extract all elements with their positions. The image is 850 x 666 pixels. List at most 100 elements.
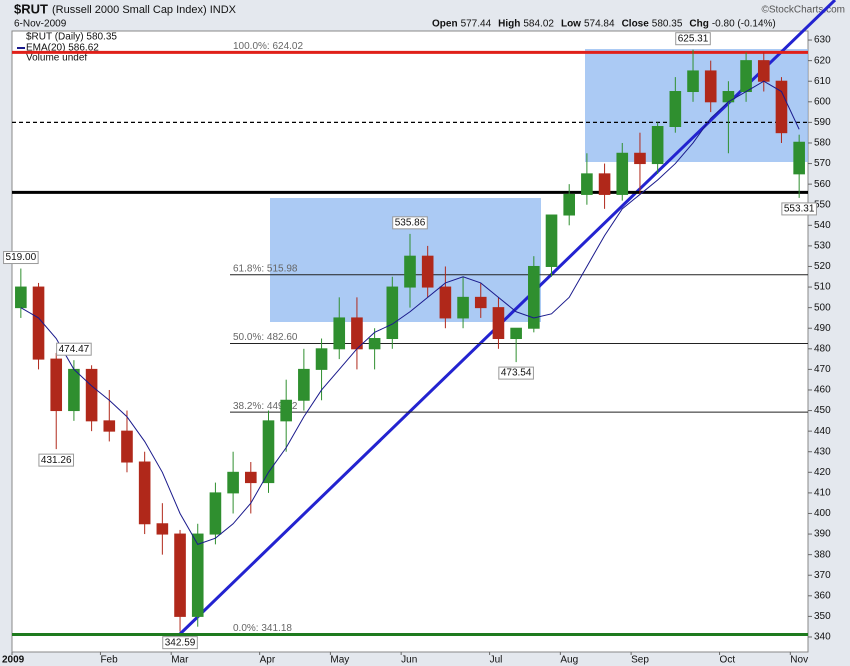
date: 6-Nov-2009 bbox=[14, 19, 67, 30]
candle-body bbox=[103, 420, 116, 432]
peak-label: 535.86 bbox=[395, 217, 426, 228]
y-tick-label: 590 bbox=[814, 117, 831, 128]
candle-body bbox=[581, 173, 593, 195]
peak-label: 553.31 bbox=[784, 204, 815, 215]
title: (Russell 2000 Small Cap Index) INDX bbox=[52, 4, 237, 16]
quote-label: Low bbox=[561, 19, 581, 30]
fib-label: 50.0%: 482.60 bbox=[233, 332, 298, 343]
quote-label: Close bbox=[622, 19, 650, 30]
y-tick-label: 500 bbox=[814, 302, 831, 313]
y-tick-label: 600 bbox=[814, 96, 831, 107]
peak-label: 431.26 bbox=[41, 455, 72, 466]
candle-body bbox=[298, 368, 310, 401]
candle-body bbox=[651, 126, 664, 165]
candle-body bbox=[474, 296, 487, 309]
quote-value: 577.44 bbox=[461, 19, 492, 30]
y-tick-label: 470 bbox=[814, 364, 831, 375]
candle-body bbox=[85, 368, 98, 422]
peak-label-box bbox=[392, 216, 428, 230]
y-tick-label: 570 bbox=[814, 158, 831, 169]
peak-label-box bbox=[3, 251, 39, 265]
y-tick-label: 480 bbox=[814, 343, 831, 354]
candle-body bbox=[616, 152, 629, 195]
candle-body bbox=[191, 533, 204, 617]
peak-label-box bbox=[498, 366, 534, 380]
trend-line bbox=[178, 0, 837, 636]
quote-value: -0.80 (-0.14%) bbox=[712, 19, 776, 30]
quote-value: 574.84 bbox=[584, 19, 615, 30]
quote: Open 577.44 High 584.02 Low 574.84 Close 580.35… bbox=[432, 19, 776, 30]
candle-body bbox=[598, 173, 611, 195]
candle-body bbox=[793, 141, 805, 175]
y-tick-label: 620 bbox=[814, 55, 831, 66]
y-tick-label: 390 bbox=[814, 529, 831, 540]
fib-label: 38.2%: 449.22 bbox=[233, 401, 298, 412]
quote-value: 580.35 bbox=[652, 19, 683, 30]
y-tick-label: 450 bbox=[814, 405, 831, 416]
y-tick-label: 420 bbox=[814, 467, 831, 478]
watermark: ©StockCharts.com bbox=[761, 5, 845, 16]
y-tick-label: 560 bbox=[814, 179, 831, 190]
quote-label: Chg bbox=[689, 19, 708, 30]
candle-body bbox=[351, 317, 363, 350]
y-tick-label: 370 bbox=[814, 570, 831, 581]
candle-body bbox=[510, 327, 522, 340]
candle-body bbox=[368, 338, 381, 350]
candle-body bbox=[386, 286, 399, 340]
peak-label-box bbox=[56, 342, 92, 356]
x-tick-label: Apr bbox=[260, 655, 276, 666]
peak-label-box bbox=[675, 32, 711, 46]
candle-body bbox=[687, 70, 699, 93]
candle-body bbox=[740, 60, 752, 93]
candle-body bbox=[457, 296, 469, 319]
candle-body bbox=[528, 265, 540, 329]
y-tick-label: 530 bbox=[814, 241, 831, 252]
y-tick-label: 360 bbox=[814, 590, 831, 601]
candle-body bbox=[492, 307, 505, 340]
legend-item: Volume undef bbox=[26, 53, 87, 64]
candle-body bbox=[244, 471, 257, 484]
y-tick-label: 490 bbox=[814, 323, 831, 334]
candle-body bbox=[156, 523, 169, 535]
y-tick-label: 430 bbox=[814, 446, 831, 457]
fib-label: 100.0%: 624.02 bbox=[233, 41, 303, 52]
quote-value: 584.02 bbox=[523, 19, 554, 30]
candle-body bbox=[138, 461, 151, 525]
candle-body bbox=[227, 471, 239, 494]
candle-body bbox=[722, 91, 735, 103]
y-tick-label: 540 bbox=[814, 220, 831, 231]
y-tick-label: 550 bbox=[814, 199, 831, 210]
zone bbox=[585, 49, 808, 162]
candle-body bbox=[280, 399, 292, 422]
candle-body bbox=[209, 492, 222, 535]
legend-item: $RUT (Daily) 580.35 bbox=[26, 32, 117, 43]
x-tick-label: May bbox=[330, 655, 349, 666]
peak-label-box bbox=[781, 202, 817, 216]
candle-body bbox=[669, 91, 682, 128]
peak-label: 473.54 bbox=[501, 368, 532, 379]
ema-line bbox=[20, 80, 800, 545]
candle-body bbox=[262, 420, 275, 484]
x-tick-label: Oct bbox=[720, 655, 736, 666]
peak-label: 519.00 bbox=[6, 252, 37, 263]
y-tick-label: 510 bbox=[814, 282, 831, 293]
x-tick-label: Sep bbox=[631, 655, 649, 666]
y-tick-label: 410 bbox=[814, 488, 831, 499]
candle-body bbox=[32, 286, 45, 360]
candle-body bbox=[174, 533, 186, 617]
y-tick-label: 580 bbox=[814, 138, 831, 149]
fib-label: 0.0%: 341.18 bbox=[233, 623, 292, 634]
y-tick-label: 340 bbox=[814, 632, 831, 643]
y-tick-label: 460 bbox=[814, 385, 831, 396]
fib-label: 61.8%: 515.98 bbox=[233, 263, 298, 274]
y-tick-label: 520 bbox=[814, 261, 831, 272]
y-tick-label: 350 bbox=[814, 611, 831, 622]
candle-body bbox=[634, 152, 646, 165]
candle-body bbox=[315, 348, 328, 370]
y-tick-label: 630 bbox=[814, 35, 831, 46]
y-tick-label: 610 bbox=[814, 76, 831, 87]
y-tick-label: 380 bbox=[814, 549, 831, 560]
peak-label: 474.47 bbox=[59, 344, 90, 355]
candle-body bbox=[757, 60, 770, 82]
legend-item: EMA(20) 586.62 bbox=[26, 43, 99, 54]
